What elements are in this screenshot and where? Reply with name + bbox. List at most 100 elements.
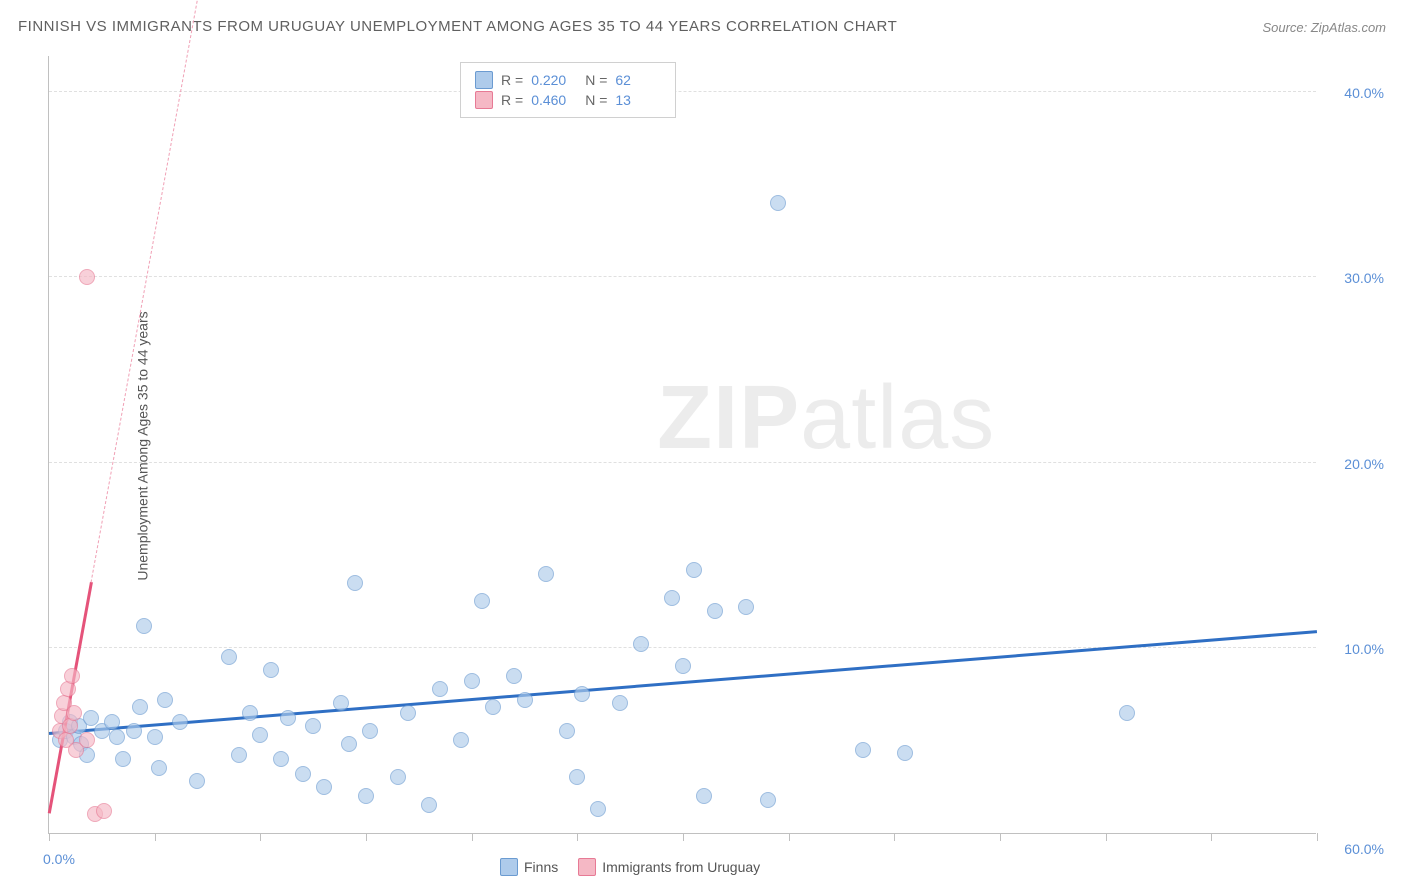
data-point	[189, 773, 205, 789]
chart-title: FINNISH VS IMMIGRANTS FROM URUGUAY UNEMP…	[18, 18, 897, 35]
x-tick	[577, 833, 578, 841]
legend-swatch	[475, 91, 493, 109]
legend-item: Finns	[500, 858, 558, 876]
x-tick	[49, 833, 50, 841]
data-point	[305, 718, 321, 734]
data-point	[221, 649, 237, 665]
x-tick	[789, 833, 790, 841]
data-point	[79, 269, 95, 285]
x-tick-label: 0.0%	[43, 851, 75, 867]
legend-n-label: N =	[585, 92, 607, 108]
data-point	[612, 695, 628, 711]
legend-row: R = 0.220 N = 62	[475, 71, 661, 89]
correlation-legend: R = 0.220 N = 62R = 0.460 N = 13	[460, 62, 676, 118]
legend-r-value: 0.220	[531, 72, 577, 88]
gridline	[49, 462, 1316, 463]
watermark: ZIPatlas	[657, 367, 995, 470]
source-attribution: Source: ZipAtlas.com	[1262, 20, 1386, 35]
x-tick	[1211, 833, 1212, 841]
data-point	[464, 673, 480, 689]
legend-n-value: 62	[615, 72, 661, 88]
data-point	[485, 699, 501, 715]
data-point	[855, 742, 871, 758]
data-point	[295, 766, 311, 782]
data-point	[132, 699, 148, 715]
y-tick-label: 30.0%	[1344, 270, 1384, 286]
x-tick	[366, 833, 367, 841]
data-point	[79, 732, 95, 748]
data-point	[760, 792, 776, 808]
data-point	[66, 705, 82, 721]
data-point	[96, 803, 112, 819]
legend-swatch	[475, 71, 493, 89]
x-tick	[894, 833, 895, 841]
x-tick	[1317, 833, 1318, 841]
data-point	[147, 729, 163, 745]
data-point	[341, 736, 357, 752]
data-point	[1119, 705, 1135, 721]
data-point	[675, 658, 691, 674]
data-point	[453, 732, 469, 748]
x-tick	[155, 833, 156, 841]
legend-swatch	[500, 858, 518, 876]
data-point	[316, 779, 332, 795]
data-point	[333, 695, 349, 711]
data-point	[738, 599, 754, 615]
data-point	[126, 723, 142, 739]
legend-n-value: 13	[615, 92, 661, 108]
legend-row: R =0.460N =13	[475, 91, 661, 109]
data-point	[686, 562, 702, 578]
legend-series-name: Immigrants from Uruguay	[602, 859, 760, 875]
data-point	[390, 769, 406, 785]
data-point	[664, 590, 680, 606]
data-point	[770, 195, 786, 211]
data-point	[590, 801, 606, 817]
legend-series-name: Finns	[524, 859, 558, 875]
data-point	[538, 566, 554, 582]
x-tick-label: 60.0%	[1344, 841, 1384, 857]
x-tick	[472, 833, 473, 841]
data-point	[136, 618, 152, 634]
x-tick	[1106, 833, 1107, 841]
x-tick	[1000, 833, 1001, 841]
data-point	[64, 668, 80, 684]
data-point	[280, 710, 296, 726]
data-point	[432, 681, 448, 697]
data-point	[273, 751, 289, 767]
data-point	[559, 723, 575, 739]
gridline	[49, 276, 1316, 277]
data-point	[897, 745, 913, 761]
data-point	[157, 692, 173, 708]
legend-r-value: 0.460	[531, 92, 577, 108]
data-point	[172, 714, 188, 730]
data-point	[474, 593, 490, 609]
data-point	[506, 668, 522, 684]
data-point	[400, 705, 416, 721]
watermark-bold: ZIP	[657, 368, 800, 468]
series-legend: Finns Immigrants from Uruguay	[500, 858, 760, 876]
data-point	[252, 727, 268, 743]
data-point	[151, 760, 167, 776]
data-point	[115, 751, 131, 767]
data-point	[569, 769, 585, 785]
data-point	[421, 797, 437, 813]
x-tick	[260, 833, 261, 841]
legend-n-label: N =	[585, 72, 607, 88]
data-point	[358, 788, 374, 804]
trend-line	[48, 581, 93, 813]
data-point	[231, 747, 247, 763]
y-tick-label: 40.0%	[1344, 85, 1384, 101]
data-point	[696, 788, 712, 804]
legend-r-label: R =	[501, 72, 523, 88]
y-tick-label: 20.0%	[1344, 456, 1384, 472]
x-tick	[683, 833, 684, 841]
gridline	[49, 91, 1316, 92]
data-point	[633, 636, 649, 652]
legend-item: Immigrants from Uruguay	[578, 858, 760, 876]
data-point	[109, 729, 125, 745]
legend-swatch	[578, 858, 596, 876]
data-point	[104, 714, 120, 730]
data-point	[707, 603, 723, 619]
trend-line	[91, 0, 219, 583]
y-tick-label: 10.0%	[1344, 641, 1384, 657]
